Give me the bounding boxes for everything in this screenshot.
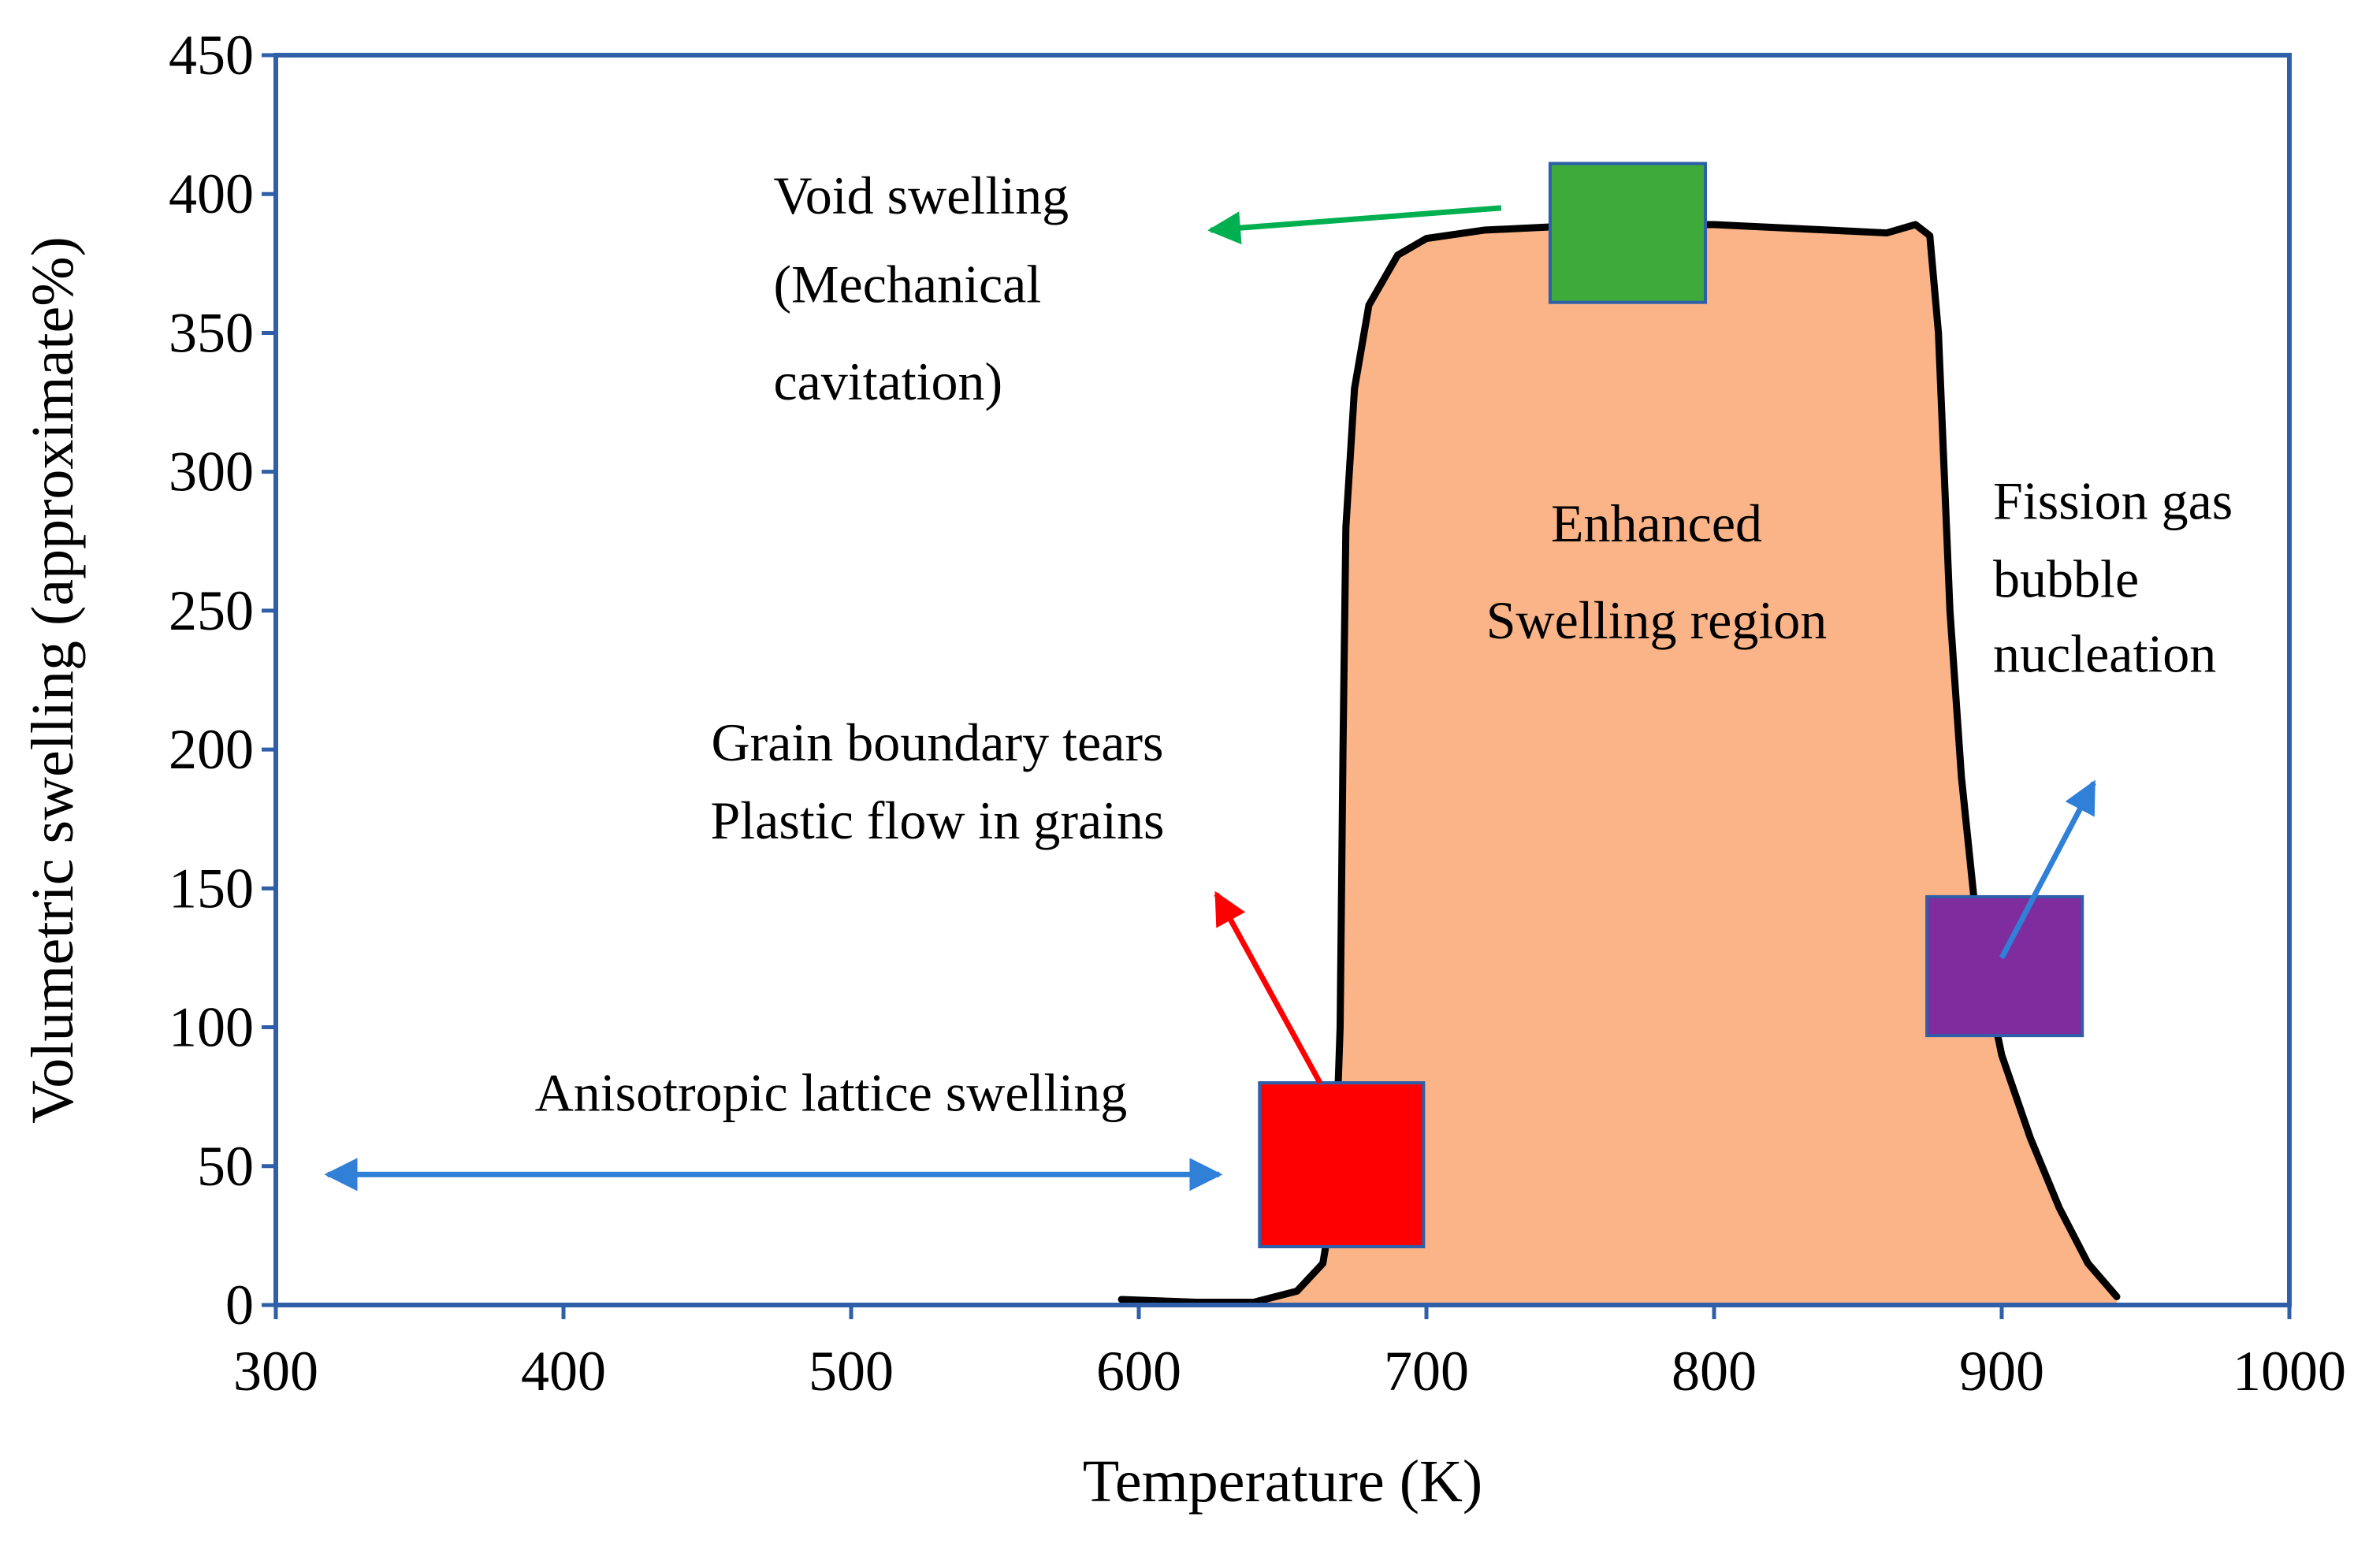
anisotropic-lattice-label: Anisotropic lattice swelling [535,1062,1128,1122]
cavitation-label: cavitation) [773,351,1002,411]
swelling-region-label: Swelling region [1486,590,1828,650]
enhanced-label: Enhanced [1551,493,1762,553]
region-markers [1258,162,2084,1248]
bubble-label: bubble [1993,548,2139,608]
x-tick-label: 300 [233,1340,318,1403]
x-tick-label: 1000 [2233,1340,2346,1403]
x-tick-label: 500 [809,1340,894,1403]
y-tick-label: 0 [225,1273,254,1337]
x-tick-label: 800 [1672,1340,1757,1403]
grain-boundary-arrow [1214,890,1323,1084]
y-tick-label: 100 [169,996,254,1059]
y-tick-label: 250 [169,579,254,642]
y-axis-ticks: 0 50 100 150 200 250 300 350 400 450 [169,24,276,1337]
y-tick-label: 450 [169,24,254,87]
region-marker [1548,162,1708,304]
region-marker [1925,894,2084,1038]
fission-gas-arrow [1999,779,2096,960]
plastic-flow-label: Plastic flow in grains [710,790,1164,850]
enhanced-swelling-area [1121,224,2117,1306]
y-tick-label: 200 [169,718,254,781]
nucleation-label: nucleation [1993,623,2216,683]
x-tick-label: 700 [1384,1340,1469,1403]
void-swelling-label: Void swelling [773,165,1069,225]
y-tick-label: 50 [197,1135,254,1198]
x-axis-ticks: 300 400 500 600 700 800 900 1000 [233,1305,2346,1403]
x-tick-label: 600 [1096,1340,1181,1403]
grain-boundary-label: Grain boundary tears [711,712,1163,772]
x-axis-title: Temperature (K) [1083,1448,1482,1515]
mechanical-label: (Mechanical [773,255,1041,314]
void-swelling-arrow [1207,205,1502,245]
plot-frame [273,53,2292,1307]
fission-gas-label: Fission gas [1993,471,2233,531]
x-tick-label: 400 [521,1340,606,1403]
y-tick-label: 400 [169,162,254,225]
region-marker [1258,1081,1426,1248]
x-tick-label: 900 [1959,1340,2044,1403]
y-tick-label: 350 [169,301,254,364]
y-tick-label: 300 [169,441,254,504]
y-tick-label: 150 [169,857,254,920]
y-axis-title: Volumetric swelling (approximate%) [20,236,86,1124]
